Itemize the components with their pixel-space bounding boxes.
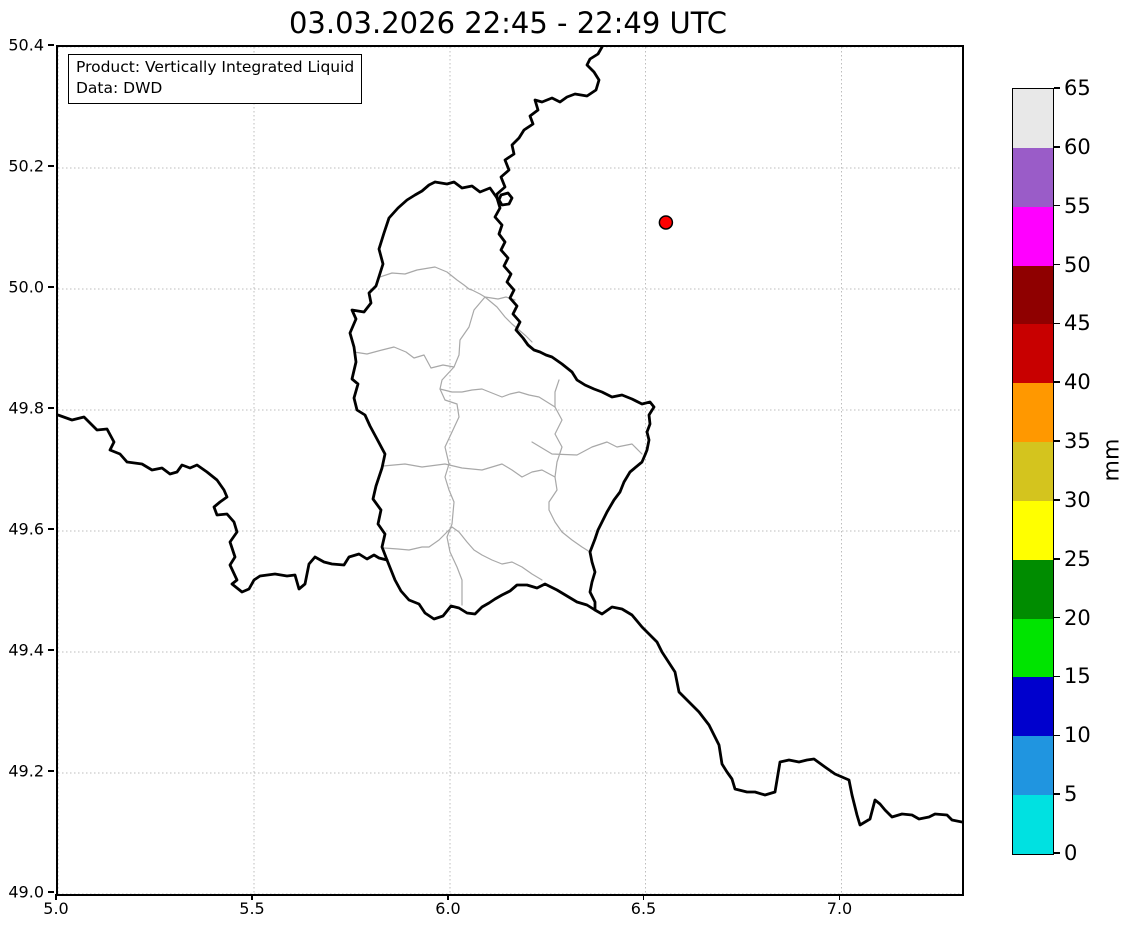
colorbar-tick-mark	[1053, 499, 1060, 501]
colorbar-tick-label: 15	[1064, 664, 1091, 689]
colorbar-tick-mark	[1053, 381, 1060, 383]
x-axis-tick-label: 5.0	[43, 899, 69, 918]
regional-border-path	[548, 379, 591, 553]
regional-border-path	[383, 526, 543, 581]
colorbar-tick-mark	[1053, 263, 1060, 266]
x-axis-tick-mark	[55, 894, 57, 900]
y-axis-tick-label: 49.2	[8, 761, 44, 781]
regional-border-path	[439, 296, 486, 606]
precipitation-marker	[658, 215, 674, 230]
colorbar-unit-label: mm	[1099, 438, 1125, 482]
y-axis-tick-label: 49.6	[8, 519, 44, 539]
x-axis-tick-mark	[447, 894, 449, 900]
colorbar-segment-40-45	[1013, 323, 1053, 384]
colorbar-segment-10-15	[1013, 676, 1053, 737]
colorbar-segment-55-60	[1013, 147, 1053, 207]
colorbar-segment-15-20	[1013, 618, 1053, 678]
regional-border-path	[484, 296, 533, 343]
x-axis-tick-label: 6.0	[435, 899, 461, 918]
colorbar-tick-mark	[1053, 675, 1060, 678]
figure-title: 03.03.2026 22:45 - 22:49 UTC	[288, 6, 728, 40]
colorbar-tick-mark	[1053, 87, 1060, 89]
colorbar-segment-35-40	[1013, 382, 1053, 443]
product-info-box: Product: Vertically Integrated Liquid Da…	[68, 54, 363, 104]
y-axis-tick-label: 49.4	[8, 640, 44, 660]
colorbar-tick-label: 35	[1064, 429, 1091, 454]
colorbar-tick-label: 65	[1064, 76, 1091, 100]
y-axis-tick-mark	[48, 407, 54, 409]
colorbar-tick-label: 20	[1064, 605, 1091, 630]
colorbar-tick-mark	[1053, 440, 1060, 442]
y-axis-tick-mark	[48, 891, 54, 893]
regional-border-path	[531, 441, 643, 456]
colorbar	[1012, 88, 1054, 855]
colorbar-tick-mark	[1053, 204, 1060, 207]
x-axis-tick-label: 5.5	[239, 899, 265, 918]
y-axis-tick-mark	[48, 528, 54, 530]
y-axis-tick-label: 50.0	[8, 277, 44, 297]
colorbar-segment-0-5	[1013, 794, 1053, 854]
regional-border-path	[353, 346, 455, 369]
colorbar-tick-label: 0	[1064, 841, 1078, 865]
colorbar-tick-label: 40	[1064, 370, 1091, 395]
colorbar-tick-label: 25	[1064, 546, 1091, 571]
colorbar-tick-label: 50	[1064, 252, 1091, 277]
x-axis-tick-mark	[838, 894, 841, 900]
colorbar-tick-mark	[1053, 322, 1060, 325]
colorbar-tick-mark	[1053, 793, 1060, 795]
data-source-line: Data: DWD	[76, 79, 163, 97]
colorbar-tick-label: 60	[1064, 134, 1091, 159]
colorbar-segment-5-10	[1013, 735, 1053, 796]
colorbar-tick-label: 45	[1064, 311, 1091, 336]
national-border-path	[348, 180, 656, 621]
colorbar-tick-mark	[1053, 146, 1060, 148]
colorbar-tick-mark	[1053, 616, 1060, 619]
product-info-line: Product: Vertically Integrated Liquid	[76, 58, 355, 76]
x-axis-tick-label: 6.5	[630, 899, 657, 918]
map-plot-area: Product: Vertically Integrated Liquid Da…	[56, 45, 964, 896]
regional-border-path	[382, 463, 556, 478]
x-axis-tick-mark	[251, 894, 253, 900]
colorbar-segment-20-25	[1013, 559, 1053, 619]
colorbar-tick-label: 10	[1064, 723, 1091, 748]
colorbar-segment-50-55	[1013, 206, 1053, 266]
colorbar-tick-label: 55	[1064, 193, 1091, 218]
national-border-path	[593, 605, 962, 827]
x-axis-tick-mark	[642, 894, 645, 900]
national-border-path	[58, 413, 389, 594]
y-axis-tick-label: 49.8	[8, 398, 44, 418]
y-axis-tick-label: 50.2	[8, 156, 44, 176]
regional-border-path	[379, 266, 516, 301]
colorbar-segment-60-65	[1013, 88, 1053, 148]
regional-border-path	[439, 388, 556, 408]
national-border-path	[495, 47, 604, 200]
y-axis-tick-mark	[48, 649, 54, 651]
colorbar-tick-mark	[1053, 852, 1060, 854]
national-border-path	[497, 191, 514, 207]
y-axis-tick-label: 50.4	[8, 35, 44, 55]
colorbar-tick-mark	[1053, 734, 1060, 737]
map-svg	[58, 47, 962, 894]
y-axis-tick-label: 49.0	[8, 882, 44, 902]
colorbar-segment-25-30	[1013, 500, 1053, 560]
y-axis-tick-mark	[48, 770, 54, 772]
y-axis-tick-mark	[48, 165, 54, 167]
y-axis-tick-mark	[48, 44, 54, 46]
y-axis-tick-mark	[48, 286, 54, 288]
colorbar-tick-label: 30	[1064, 487, 1091, 512]
colorbar-segment-30-35	[1013, 441, 1053, 501]
x-axis-tick-label: 7.0	[826, 899, 853, 918]
colorbar-tick-label: 5	[1064, 782, 1078, 807]
colorbar-tick-mark	[1053, 558, 1060, 560]
colorbar-segment-45-50	[1013, 265, 1053, 325]
